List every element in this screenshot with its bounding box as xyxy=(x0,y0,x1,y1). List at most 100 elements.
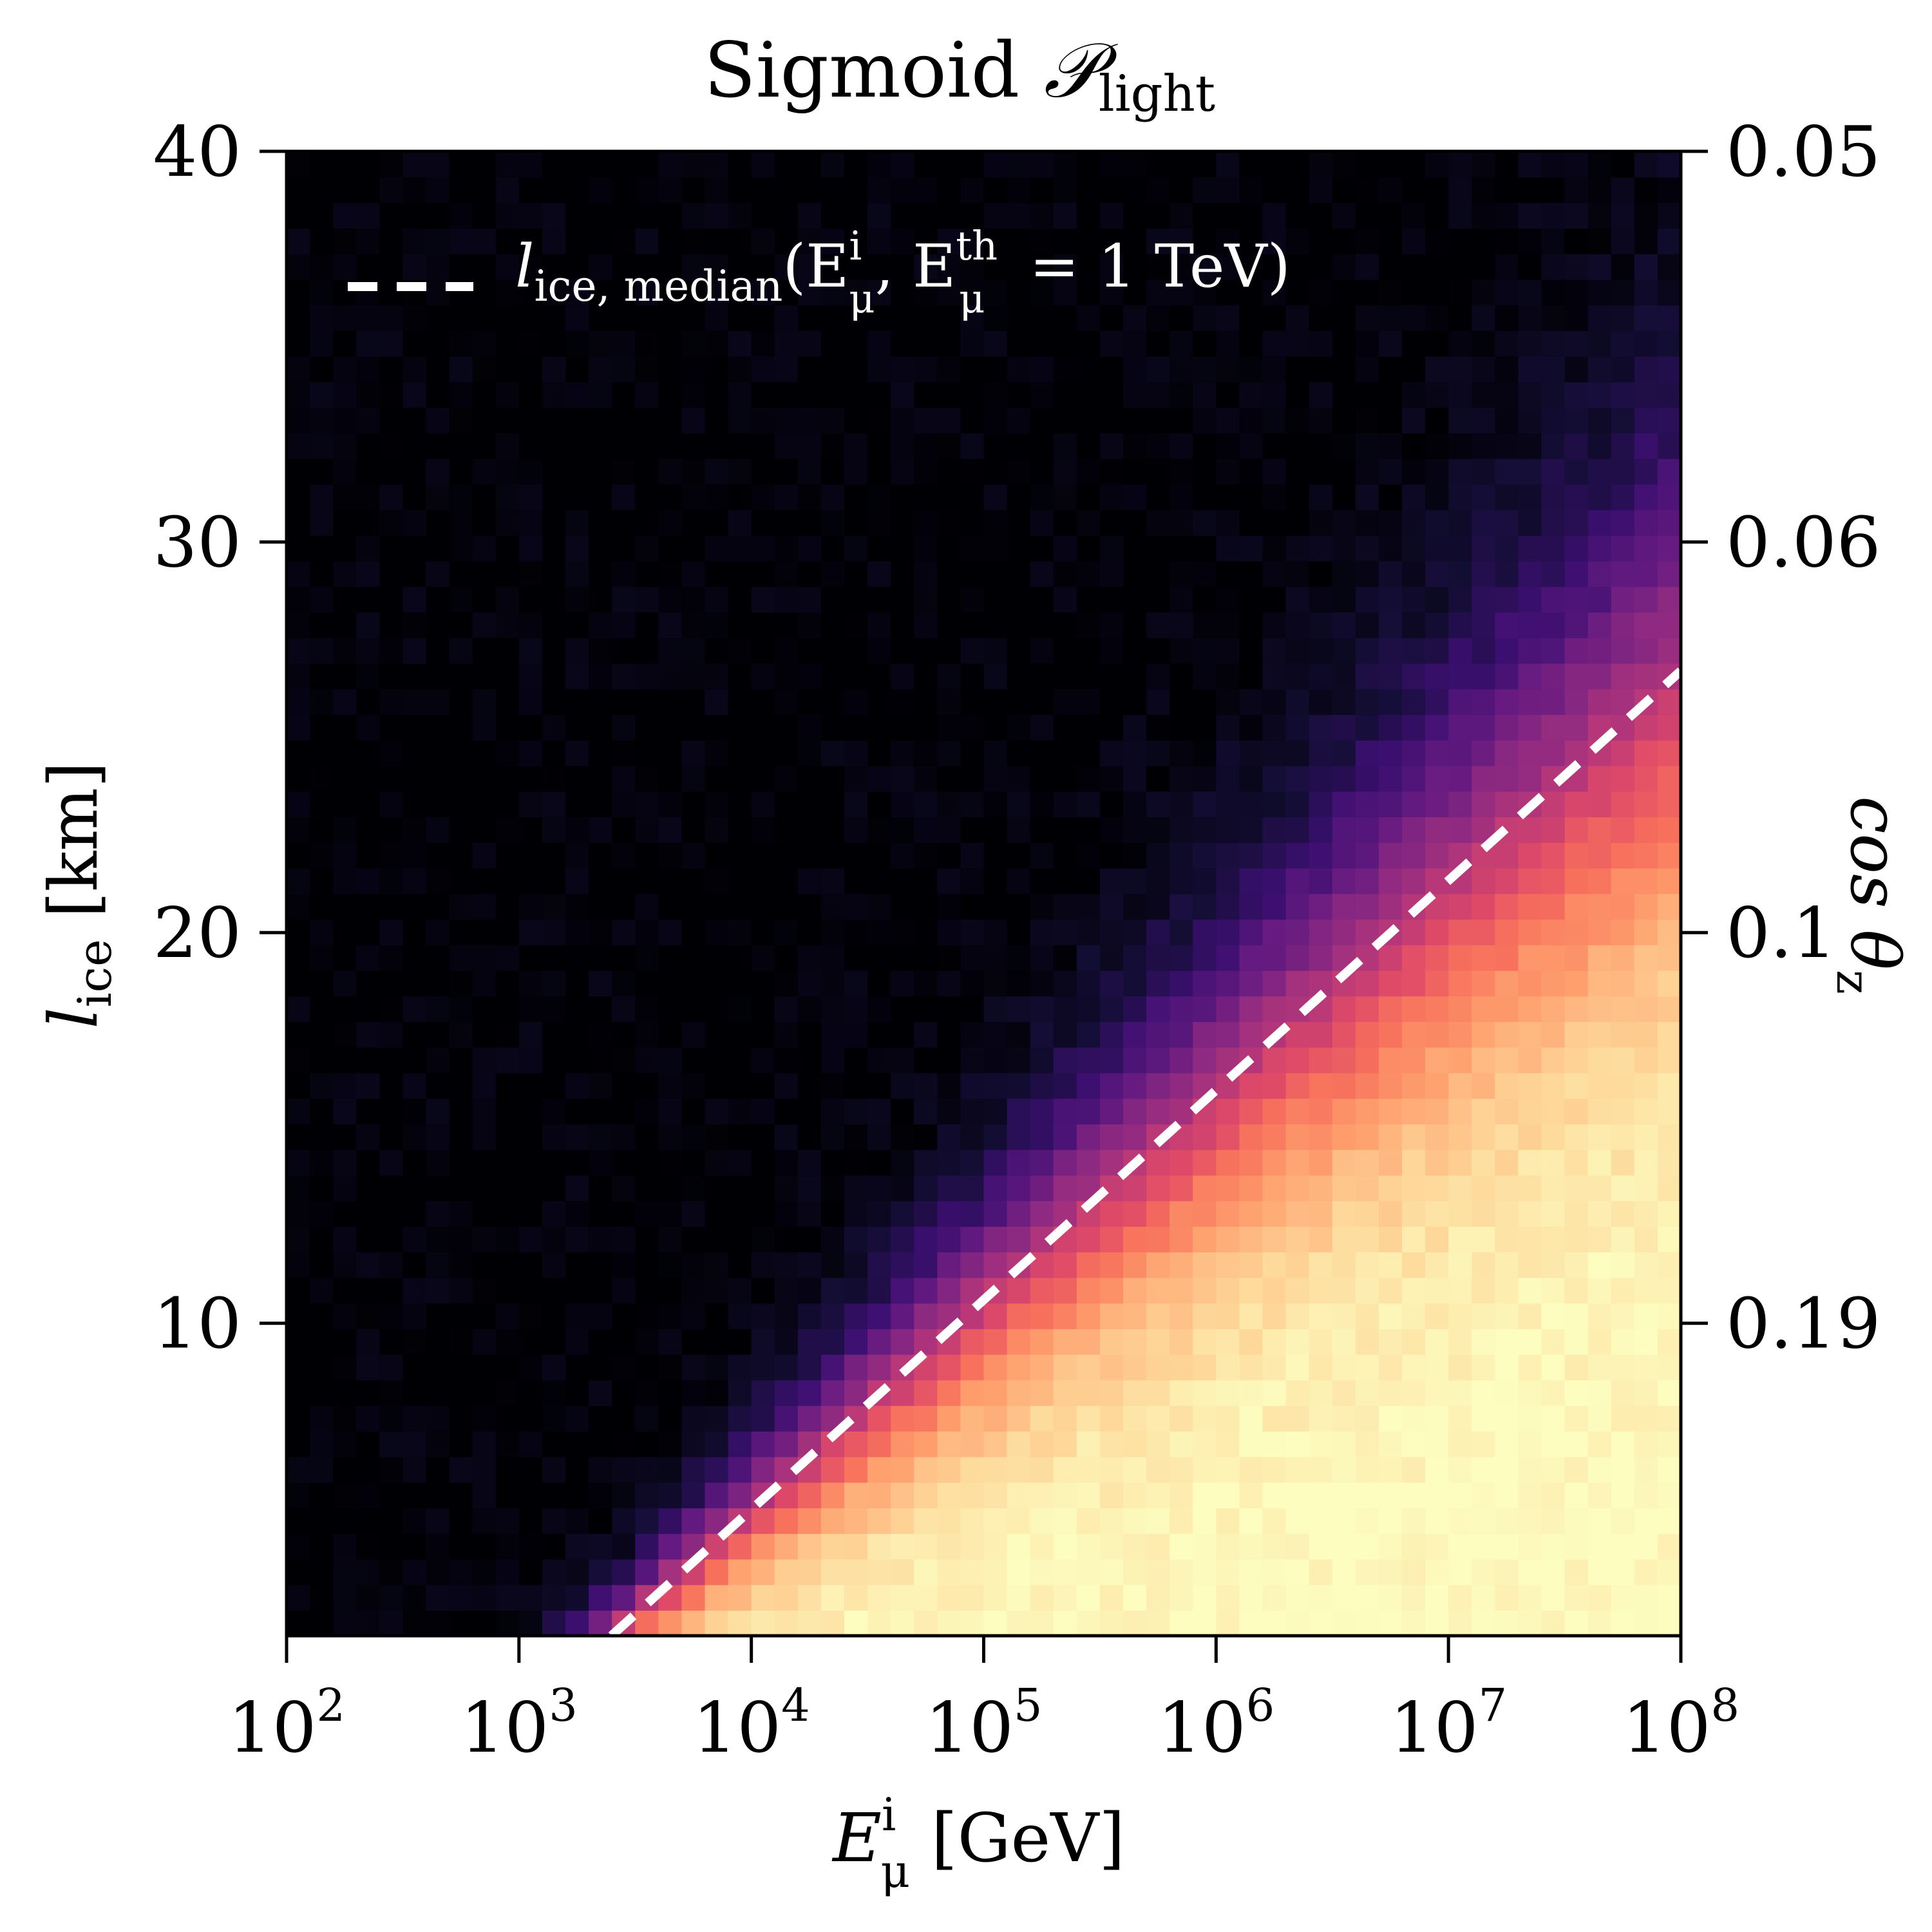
heatmap-cell xyxy=(681,1584,706,1611)
heatmap-cell xyxy=(589,612,612,638)
heatmap-cell xyxy=(891,330,915,357)
heatmap-cell xyxy=(844,1149,868,1176)
heatmap-cell xyxy=(379,1149,404,1176)
heatmap-cell xyxy=(751,1303,775,1329)
heatmap-cell xyxy=(1495,176,1519,204)
heatmap-cell xyxy=(1309,612,1333,638)
heatmap-cell xyxy=(426,1482,450,1509)
heatmap-cell xyxy=(1634,305,1658,331)
heatmap-cell xyxy=(402,253,427,280)
heatmap-cell xyxy=(983,612,1008,638)
heatmap-cell xyxy=(751,407,775,433)
heatmap-cell xyxy=(379,1072,404,1099)
heatmap-cell xyxy=(1007,893,1031,920)
heatmap-cell xyxy=(1657,1251,1681,1278)
heatmap-cell xyxy=(1285,1303,1310,1329)
heatmap-cell xyxy=(635,919,659,945)
heatmap-cell xyxy=(495,1610,520,1636)
heatmap-cell xyxy=(1472,1329,1496,1355)
heatmap-cell xyxy=(658,1021,683,1048)
heatmap-cell xyxy=(705,791,729,818)
heatmap-cell xyxy=(751,228,775,254)
heatmap-cell xyxy=(797,1533,822,1560)
heatmap-cell xyxy=(937,1405,961,1432)
heatmap-cell xyxy=(542,1354,566,1381)
heatmap-cell xyxy=(333,1251,357,1278)
heatmap-cell xyxy=(589,1124,612,1150)
heatmap-cell xyxy=(310,1175,334,1202)
heatmap-cell xyxy=(589,330,612,357)
heatmap-cell xyxy=(333,407,357,433)
heatmap-cell xyxy=(379,1508,404,1534)
heatmap-cell xyxy=(960,433,985,459)
heatmap-cell xyxy=(1123,1098,1147,1124)
heatmap-cell xyxy=(472,1405,497,1432)
heatmap-cell xyxy=(589,663,612,690)
heatmap-cell xyxy=(495,1482,520,1509)
heatmap-cell xyxy=(402,1508,427,1534)
heatmap-cell xyxy=(1170,714,1194,741)
heatmap-cell xyxy=(1262,1303,1287,1329)
heatmap-cell xyxy=(287,996,310,1023)
heatmap-cell xyxy=(1402,1610,1426,1636)
heatmap-cell xyxy=(1378,176,1403,204)
heatmap-cell xyxy=(844,228,868,254)
heatmap-cell xyxy=(658,305,683,331)
heatmap-cell xyxy=(542,996,566,1023)
heatmap-cell xyxy=(565,305,589,331)
heatmap-cell xyxy=(1239,330,1264,357)
heatmap-cell xyxy=(1472,1251,1496,1278)
heatmap-cell xyxy=(844,867,868,895)
heatmap-cell xyxy=(1611,1584,1635,1611)
heatmap-cell xyxy=(1170,893,1194,920)
heatmap-cell xyxy=(1123,1533,1147,1560)
heatmap-cell xyxy=(960,944,985,971)
heatmap-cell xyxy=(635,1251,659,1278)
heatmap-cell xyxy=(1355,381,1379,408)
legend-sub: ice, median xyxy=(534,261,782,311)
heatmap-cell xyxy=(1378,1456,1403,1483)
heatmap-cell xyxy=(1587,1508,1612,1534)
heatmap-cell xyxy=(797,638,822,664)
heatmap-cell xyxy=(1355,1558,1379,1586)
heatmap-cell xyxy=(844,1456,868,1483)
heatmap-cell xyxy=(1332,1226,1356,1253)
heatmap-cell xyxy=(333,509,357,536)
heatmap-cell xyxy=(1285,688,1310,715)
heatmap-cell xyxy=(1309,535,1333,562)
heatmap-cell xyxy=(1587,228,1612,254)
heatmap-cell xyxy=(1170,996,1194,1023)
heatmap-cell xyxy=(728,228,752,254)
heatmap-cell xyxy=(820,1277,845,1304)
heatmap-cell xyxy=(705,535,729,562)
heatmap-cell xyxy=(1099,1405,1124,1432)
heatmap-cell xyxy=(1262,151,1287,178)
heatmap-cell xyxy=(1611,1021,1635,1048)
heatmap-cell xyxy=(705,1021,729,1048)
heatmap-cell xyxy=(1657,586,1681,613)
heatmap-cell xyxy=(612,433,636,459)
heatmap-cell xyxy=(1123,867,1147,895)
heatmap-cell xyxy=(658,253,683,280)
heatmap-cell xyxy=(426,1098,450,1124)
heatmap-cell xyxy=(1170,202,1194,229)
heatmap-cell xyxy=(658,458,683,485)
heatmap-cell xyxy=(1309,893,1333,920)
heatmap-cell xyxy=(612,1149,636,1176)
heatmap-cell xyxy=(1425,1226,1449,1253)
heatmap-cell xyxy=(1216,1329,1240,1355)
heatmap-cell xyxy=(1099,176,1124,204)
heatmap-cell xyxy=(1216,714,1240,741)
heatmap-cell xyxy=(1355,202,1379,229)
heatmap-cell xyxy=(728,842,752,869)
heatmap-cell xyxy=(1099,1098,1124,1124)
heatmap-cell xyxy=(287,355,310,383)
heatmap-cell xyxy=(1216,1558,1240,1586)
heatmap-cell xyxy=(1564,176,1589,204)
heatmap-cell xyxy=(310,893,334,920)
heatmap-cell xyxy=(1076,279,1101,306)
heatmap-cell xyxy=(658,765,683,792)
heatmap-cell xyxy=(705,714,729,741)
heatmap-cell xyxy=(356,1379,381,1406)
heatmap-cell xyxy=(820,740,845,766)
